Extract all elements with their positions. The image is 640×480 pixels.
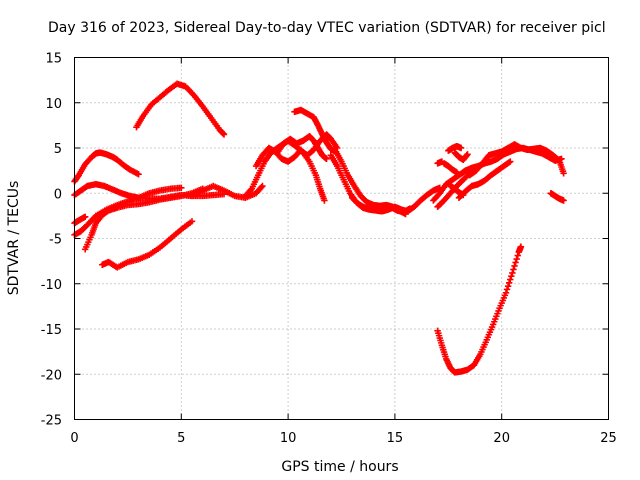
data-point bbox=[453, 169, 461, 176]
data-point bbox=[513, 255, 520, 263]
data-points bbox=[71, 80, 567, 376]
series-arc-e bbox=[81, 185, 206, 253]
y-tick-label: 10 bbox=[45, 97, 62, 112]
x-tick-label: 0 bbox=[70, 431, 78, 446]
series-arc-z bbox=[434, 243, 525, 376]
series-arc-w bbox=[445, 142, 465, 154]
y-tick-label: -10 bbox=[41, 278, 62, 293]
series-arc-s bbox=[451, 149, 471, 163]
data-point bbox=[511, 262, 518, 270]
y-tick-label: -20 bbox=[41, 368, 62, 383]
data-point bbox=[321, 197, 328, 204]
y-tick-label: 15 bbox=[45, 52, 62, 67]
data-point bbox=[81, 213, 89, 220]
data-point bbox=[505, 279, 513, 287]
data-point bbox=[509, 269, 516, 277]
data-point bbox=[504, 282, 512, 290]
data-point bbox=[503, 286, 511, 293]
data-point bbox=[514, 252, 521, 259]
y-tick-label: 5 bbox=[54, 142, 62, 157]
data-point bbox=[517, 243, 525, 250]
x-tick-label: 20 bbox=[493, 431, 510, 446]
y-tick-label: -15 bbox=[41, 323, 62, 338]
data-point bbox=[323, 155, 330, 163]
data-point bbox=[258, 184, 265, 191]
data-point bbox=[406, 205, 414, 212]
data-point bbox=[247, 186, 254, 194]
series-arc-x bbox=[455, 158, 514, 201]
data-point bbox=[135, 171, 142, 178]
series-arc-a bbox=[71, 149, 142, 185]
data-point bbox=[457, 144, 465, 152]
data-point bbox=[438, 158, 446, 165]
data-point bbox=[502, 289, 510, 296]
axis-ticks: 0 5 10 15 20 25 -25 -20 -15 -10 -5 0 5 10 15 bbox=[41, 52, 617, 447]
series-arc-v bbox=[434, 158, 446, 167]
data-point bbox=[508, 273, 515, 280]
x-tick-label: 15 bbox=[387, 431, 404, 446]
series-arc-o bbox=[348, 194, 414, 216]
series-arc-y bbox=[547, 190, 567, 204]
data-point bbox=[220, 131, 228, 138]
x-axis-title: GPS time / hours bbox=[281, 459, 398, 475]
x-tick-label: 25 bbox=[600, 431, 617, 446]
series-arc-r bbox=[440, 160, 461, 176]
grid bbox=[74, 57, 609, 420]
plot-frame bbox=[74, 57, 609, 420]
x-tick-label: 5 bbox=[177, 431, 185, 446]
data-point bbox=[510, 266, 517, 273]
data-point bbox=[188, 218, 196, 225]
y-tick-label: -5 bbox=[49, 233, 62, 248]
y-tick-label: 0 bbox=[54, 187, 62, 202]
series-arc-t bbox=[466, 141, 567, 179]
data-point bbox=[464, 151, 471, 158]
series-arc-j bbox=[252, 144, 328, 204]
x-tick-label: 10 bbox=[280, 431, 297, 446]
data-point bbox=[560, 197, 567, 204]
series-arc-f bbox=[99, 218, 196, 271]
data-point bbox=[512, 259, 519, 266]
series-arc-k bbox=[274, 133, 330, 163]
y-axis-title: SDTVAR / TECUs bbox=[6, 181, 22, 296]
series-arc-g bbox=[133, 80, 228, 138]
chart-title: Day 316 of 2023, Sidereal Day-to-day VTE… bbox=[48, 20, 606, 36]
y-tick-label: -25 bbox=[41, 414, 62, 429]
data-point bbox=[259, 182, 266, 190]
data-point bbox=[507, 158, 514, 165]
data-point bbox=[507, 276, 514, 283]
data-point bbox=[178, 184, 185, 192]
data-point bbox=[560, 170, 567, 177]
